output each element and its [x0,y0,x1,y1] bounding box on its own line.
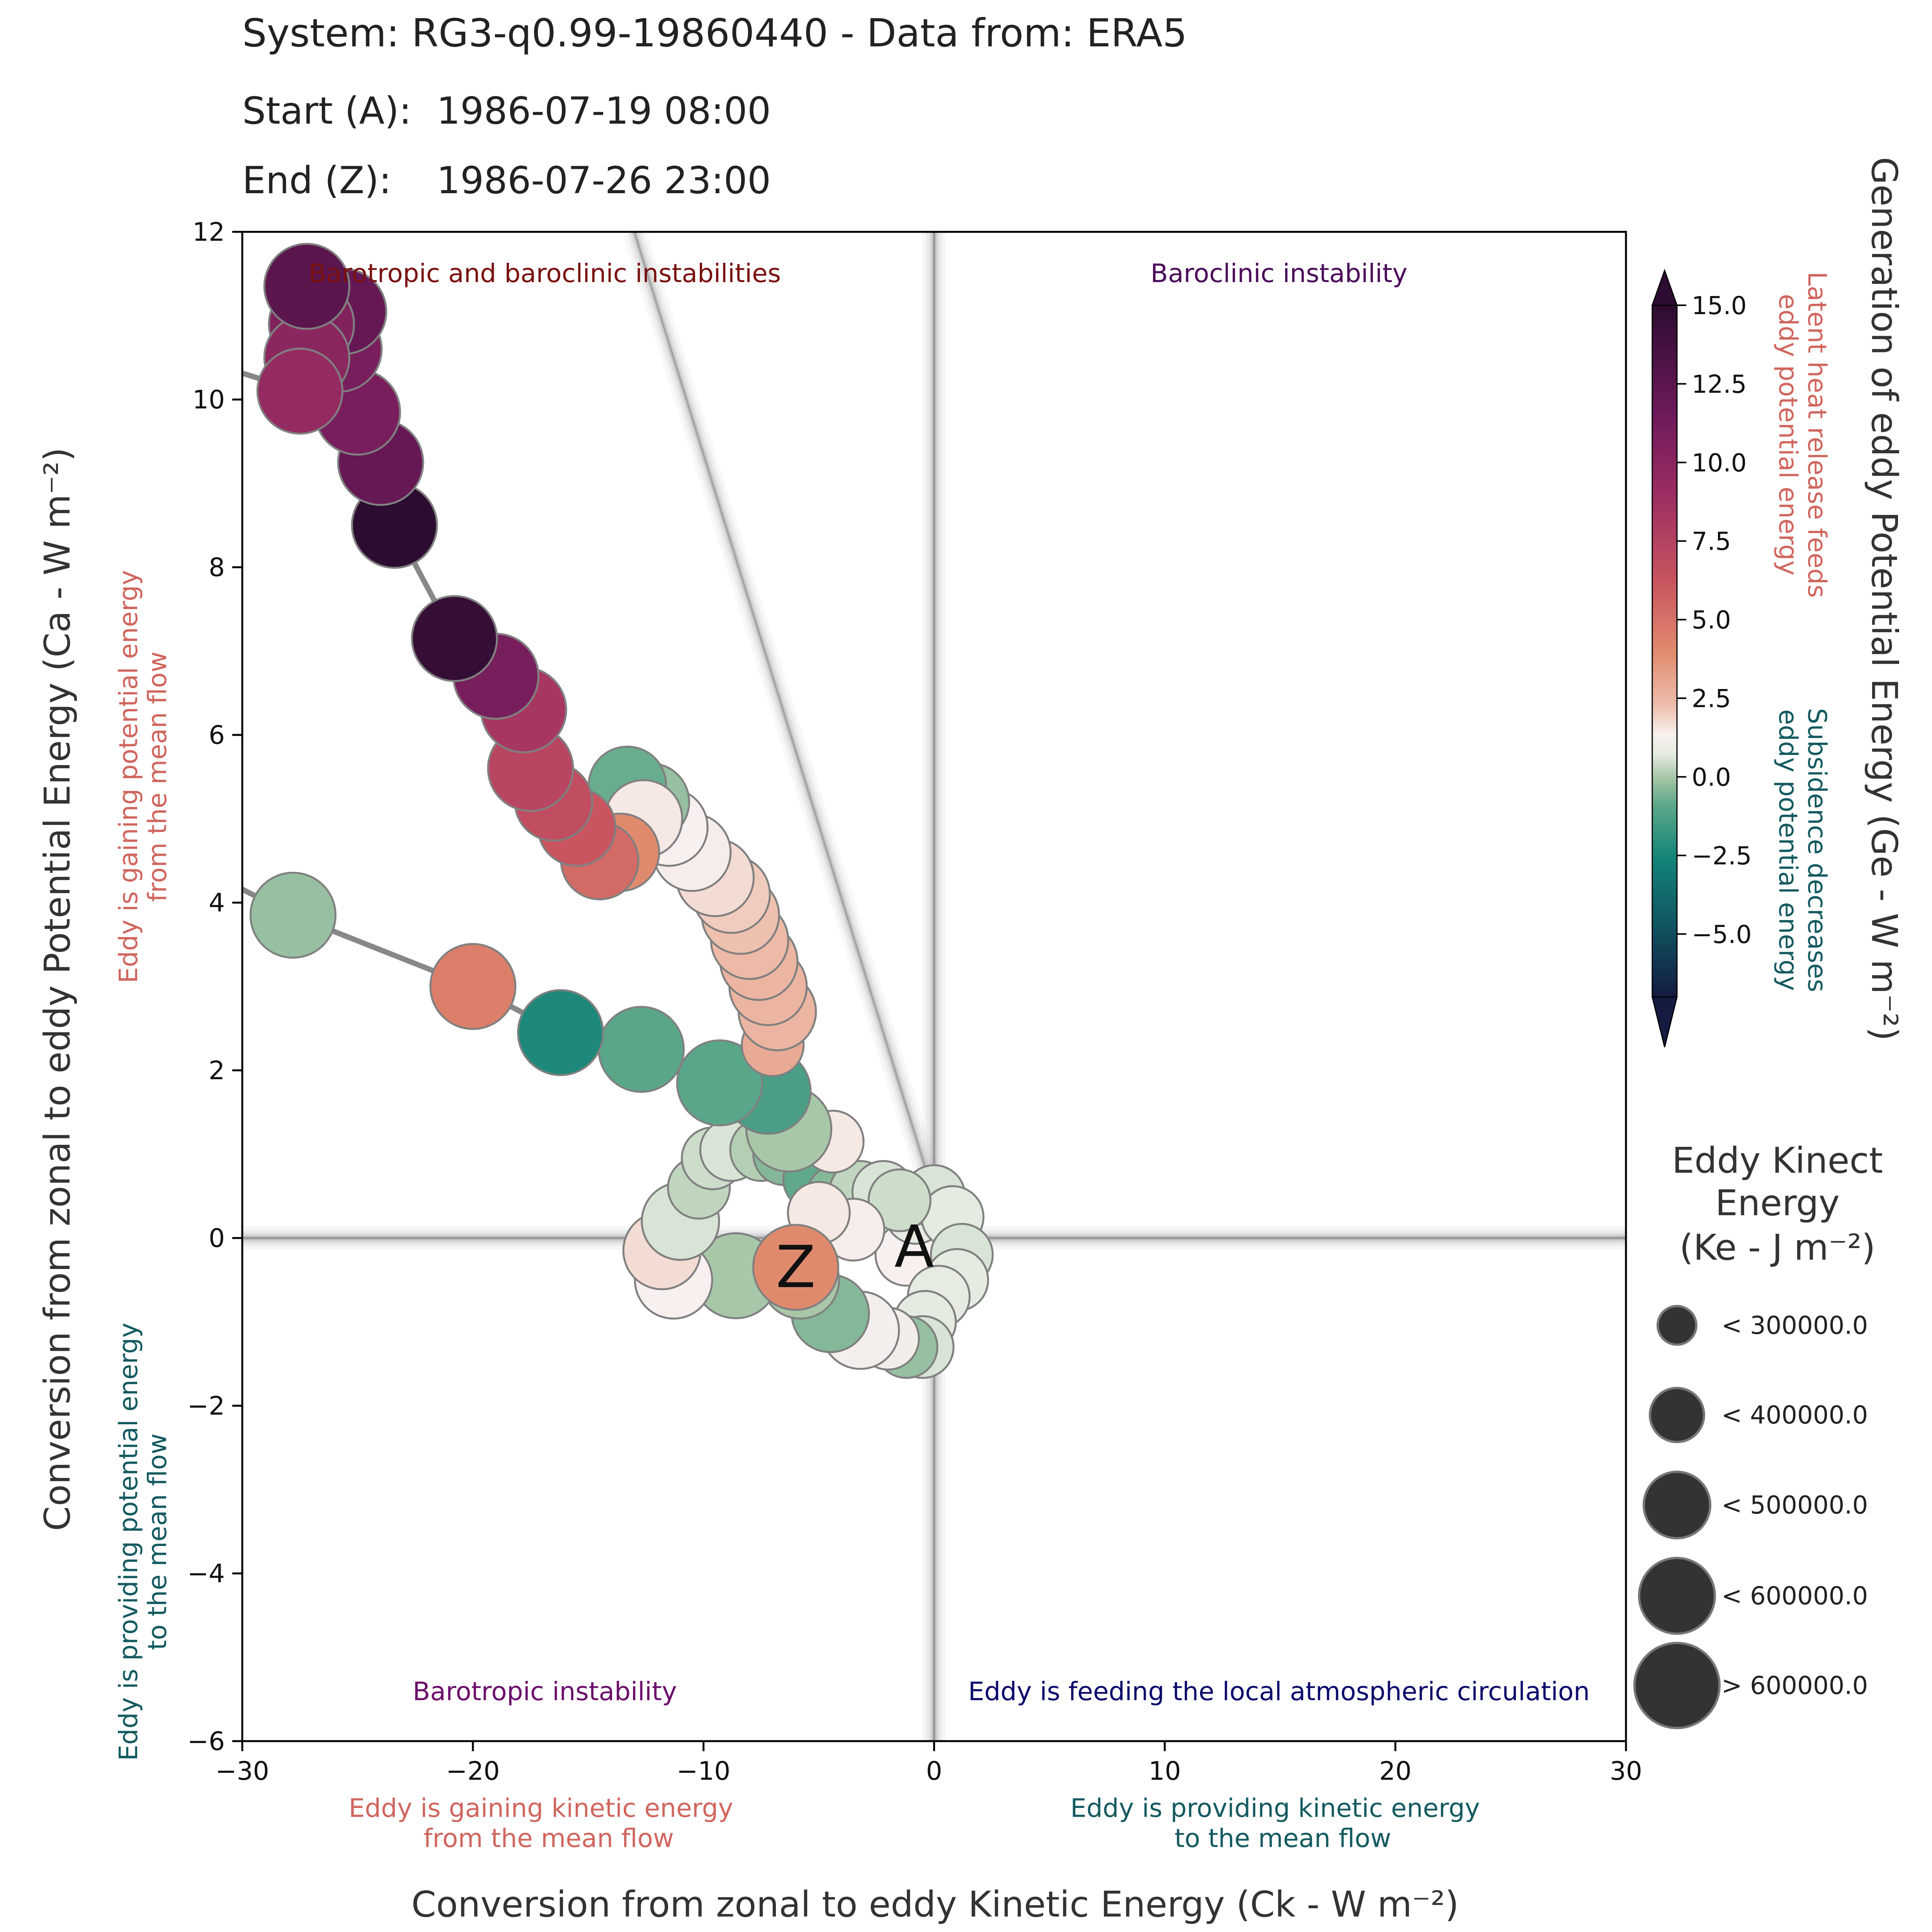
size-legend-label: < 300000.0 [1721,1311,1868,1340]
colorbar-label: Generation of eddy Potential Energy (Ge … [1864,157,1905,1041]
colorbar-negative-note-line-2: eddy potential energy [1773,709,1803,991]
end-label: End (Z): [242,159,391,202]
data-point [249,872,337,959]
size-legend: Eddy Kinect Energy (Ke - J m⁻²) < 300000… [1633,1140,1883,1729]
size-legend-title-line-2: Energy [1715,1182,1840,1224]
y-tick-label: 6 [209,720,225,750]
quadrant-label-bottom-left: Barotropic instability [413,1677,677,1706]
x-tick-label: 30 [1610,1756,1642,1786]
x-negative-annotation: Eddy is gaining kinetic energy from the … [349,1793,733,1853]
size-legend-label: < 600000.0 [1721,1582,1868,1611]
size-legend-marker [1643,1471,1711,1539]
colorbar-body [1651,304,1678,998]
y-tick-label: 8 [209,553,225,582]
plot-area: A Z Barotropic and baroclinic instabilit… [241,231,1627,1742]
data-point [517,989,604,1076]
x-tick-label: 20 [1379,1756,1412,1786]
data-points [249,243,994,1379]
diagonal-reference-line-0 [623,232,946,1200]
colorbar-tick-label: 2.5 [1692,685,1731,713]
y-tick-label: −4 [187,1559,225,1588]
x-axis: −30 −20 −10 0 10 20 30 [215,1741,1642,1786]
colorbar-tick-label: −5.0 [1692,920,1752,949]
x-tick-label: −10 [677,1756,730,1786]
diagonal-reference-line-1 [627,232,942,1199]
quadrant-label-bottom-right: Eddy is feeding the local atmospheric ci… [968,1677,1590,1706]
data-point [263,243,350,330]
colorbar-extend-bottom [1651,996,1678,1048]
diagonal-reference-line-2 [630,232,939,1198]
y-axis: −6 −4 −2 0 2 4 6 8 10 12 [187,217,242,1756]
size-legend-marker [1633,1642,1721,1729]
x-positive-annotation-line-1: Eddy is providing kinetic energy [1070,1793,1480,1823]
size-legend-marker [1649,1387,1705,1443]
size-legend-marker [1656,1305,1697,1346]
data-point [598,1006,685,1093]
y-tick-label: −6 [187,1726,225,1756]
colorbar-tick-label: 15.0 [1692,292,1747,320]
size-legend-marker [1638,1557,1716,1635]
data-point [429,943,517,1030]
y-tick-label: 0 [209,1223,225,1253]
size-legend-title-line-3: (Ke - J m⁻²) [1679,1227,1875,1268]
start-label: Start (A): [242,89,412,133]
size-legend-label: > 600000.0 [1721,1672,1868,1700]
data-point [752,1224,839,1311]
x-positive-annotation-line-2: to the mean flow [1175,1823,1391,1853]
y-tick-label: 12 [192,217,225,247]
colorbar-tick-label: 10.0 [1692,449,1747,478]
size-legend-label: < 500000.0 [1721,1491,1868,1520]
colorbar-tick-label: 7.5 [1692,527,1731,556]
colorbar-positive-note-line-2: eddy potential energy [1773,294,1803,576]
chart-title: System: RG3-q0.99-19860440 - Data from: … [242,10,1187,56]
colorbar: 15.0 12.5 10.0 7.5 5.0 2.5 0.0 −2.5 −5.0 Generat… [1651,157,1905,1048]
y-positive-annotation-line-2: from the mean flow [143,651,172,902]
diagonal-reference-line-3 [632,232,937,1197]
x-tick-label: 10 [1148,1756,1181,1786]
colorbar-extend-top [1651,269,1678,306]
colorbar-tick-label: 0.0 [1692,763,1731,792]
quadrant-label-top-left: Barotropic and baroclinic instabilities [309,259,781,288]
x-negative-annotation-line-2: from the mean flow [423,1823,674,1853]
x-negative-annotation-line-1: Eddy is gaining kinetic energy [349,1793,733,1823]
y-positive-annotation-line-1: Eddy is gaining potential energy [114,570,143,983]
size-legend-items: < 300000.0 < 400000.0 < 500000.0 < 600000.0… [1633,1305,1868,1729]
data-point [867,1168,932,1232]
data-point [411,595,498,682]
colorbar-tick-label: −2.5 [1692,842,1752,871]
x-positive-annotation: Eddy is providing kinetic energy to the … [1070,1793,1480,1853]
y-tick-label: 2 [209,1056,225,1085]
y-axis-label: Conversion from zonal to eddy Potential … [37,447,78,1531]
data-point [256,347,344,435]
colorbar-positive-note-line-1: Latent heat release feeds [1802,272,1832,598]
end-value: 1986-07-26 23:00 [437,159,771,202]
x-tick-label: −20 [446,1756,500,1786]
data-point [676,1039,763,1127]
colorbar-ticks: 15.0 12.5 10.0 7.5 5.0 2.5 0.0 −2.5 −5.0 [1677,292,1752,949]
chart-header: System: RG3-q0.99-19860440 - Data from: … [242,10,1187,202]
marker-start: A [895,1213,934,1281]
x-axis-label: Conversion from zonal to eddy Kinetic En… [412,1884,1459,1925]
x-tick-label: −30 [215,1756,269,1786]
y-tick-label: 10 [192,385,225,415]
colorbar-tick-label: 5.0 [1692,606,1731,635]
y-negative-annotation: Eddy is providing potential energy to th… [114,1323,172,1761]
y-negative-annotation-line-1: Eddy is providing potential energy [114,1323,143,1761]
quadrant-label-top-right: Baroclinic instability [1151,259,1408,288]
size-legend-title-line-1: Eddy Kinect [1672,1140,1883,1181]
diagonal-reference-line-4 [633,232,935,1197]
y-tick-label: 4 [209,888,225,918]
marker-end: Z [776,1234,816,1301]
y-negative-annotation-line-2: to the mean flow [143,1434,172,1650]
size-legend-label: < 400000.0 [1721,1401,1868,1430]
y-positive-annotation: Eddy is gaining potential energy from th… [114,570,172,983]
start-value: 1986-07-19 08:00 [437,89,771,133]
x-tick-label: 0 [926,1756,942,1786]
colorbar-tick-label: 12.5 [1692,370,1747,399]
y-tick-label: −2 [187,1391,225,1421]
colorbar-negative-note-line-1: Subsidence decreases [1802,708,1832,992]
